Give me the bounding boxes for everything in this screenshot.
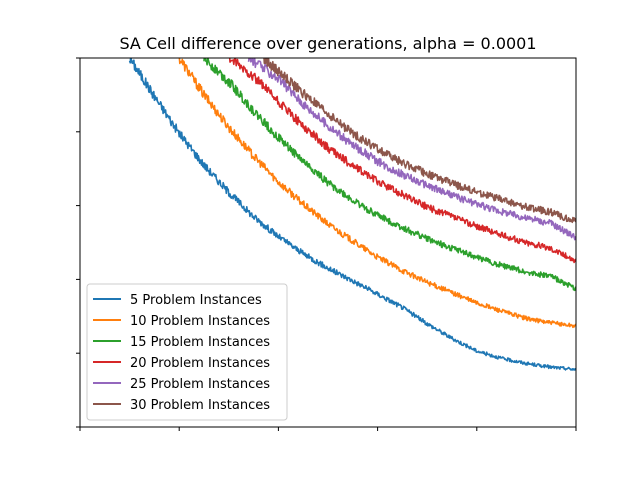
legend-label: 25 Problem Instances <box>130 377 270 392</box>
legend-label: 5 Problem Instances <box>130 293 262 308</box>
series-line-2 <box>178 58 576 329</box>
chart-title: SA Cell difference over generations, alp… <box>119 34 536 53</box>
series-line-4 <box>228 58 576 264</box>
legend-label: 30 Problem Instances <box>130 398 270 413</box>
legend-label: 10 Problem Instances <box>130 314 270 329</box>
series-line-1 <box>128 58 576 371</box>
legend: 5 Problem Instances 10 Problem Instances 1… <box>86 283 288 421</box>
series-line-6 <box>263 58 576 224</box>
series-line-5 <box>247 58 576 241</box>
axis-ticks <box>76 57 577 431</box>
legend-box <box>86 283 288 421</box>
legend-label: 15 Problem Instances <box>130 335 270 350</box>
legend-label: 20 Problem Instances <box>130 356 270 371</box>
axes-frame <box>79 57 577 428</box>
series-line-3 <box>203 58 576 292</box>
plot-lines <box>128 58 576 371</box>
